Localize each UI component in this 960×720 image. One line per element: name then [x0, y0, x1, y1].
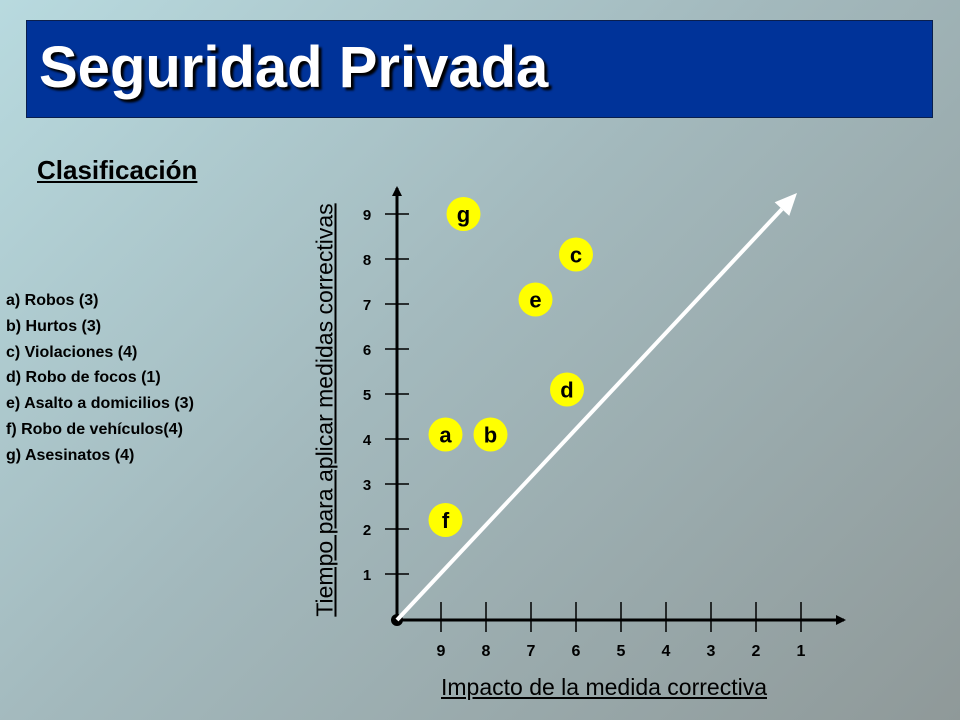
point-marker-e: [518, 282, 553, 317]
point-marker-b: [473, 417, 508, 452]
x-tick-label: 6: [572, 643, 581, 660]
point-label-c: c: [570, 243, 582, 268]
subtitle: Clasificación: [37, 155, 198, 185]
point-d: d: [550, 372, 584, 407]
point-marker-d: [550, 372, 584, 407]
x-tick-label: 2: [752, 643, 761, 660]
point-label-d: d: [560, 378, 573, 403]
x-tick-label: 3: [707, 643, 716, 660]
title-bar: Seguridad Privada: [26, 20, 933, 118]
y-tick-label: 7: [363, 297, 371, 314]
point-c: c: [559, 237, 593, 272]
x-tick-label: 7: [527, 643, 536, 660]
trend-arrow-head: [774, 193, 797, 216]
y-tick-label: 1: [363, 567, 371, 584]
point-label-b: b: [484, 423, 497, 448]
legend: a) Robos (3) b) Hurtos (3) c) Violacione…: [6, 288, 194, 469]
legend-item-g: g) Asesinatos (4): [6, 446, 135, 464]
x-tick-label: 1: [797, 643, 806, 660]
point-marker-g: [446, 197, 481, 231]
legend-item-b: b) Hurtos (3): [6, 317, 102, 335]
point-label-g: g: [457, 202, 470, 227]
x-tick-label: 4: [662, 643, 671, 660]
trend-arrow-line: [395, 207, 784, 622]
x-axis-label: Impacto de la medida correctiva: [441, 674, 767, 700]
point-label-f: f: [442, 508, 450, 533]
point-f: f: [428, 503, 463, 537]
legend-item-d: d) Robo de focos (1): [6, 369, 161, 387]
x-tick-label: 9: [437, 643, 446, 660]
point-marker-f: [428, 503, 463, 537]
page-title: Seguridad Privada: [39, 35, 549, 100]
y-tick-label: 5: [363, 387, 371, 404]
legend-item-e: e) Asalto a domicilios (3): [6, 395, 194, 413]
point-g: g: [446, 197, 481, 231]
y-tick-label: 3: [363, 477, 371, 494]
legend-item-f: f) Robo de vehículos(4): [6, 420, 183, 438]
y-tick-label: 4: [363, 432, 372, 449]
point-label-e: e: [529, 288, 541, 313]
legend-item-c: c) Violaciones (4): [6, 343, 138, 361]
point-marker-c: [559, 237, 593, 272]
point-label-a: a: [439, 423, 452, 448]
point-marker-a: [428, 417, 463, 452]
point-e: e: [518, 282, 553, 317]
y-tick-label: 8: [363, 252, 371, 269]
x-tick-label: 8: [482, 643, 491, 660]
y-tick-label: 6: [363, 342, 371, 359]
point-b: b: [473, 417, 508, 452]
point-a: a: [428, 417, 463, 452]
y-tick-label: 2: [363, 522, 371, 539]
legend-item-a: a) Robos (3): [6, 292, 99, 309]
x-tick-label: 5: [617, 643, 626, 660]
y-tick-label: 9: [363, 207, 371, 224]
y-axis-label: Tiempo para aplicar medidas correctivas: [311, 203, 338, 617]
